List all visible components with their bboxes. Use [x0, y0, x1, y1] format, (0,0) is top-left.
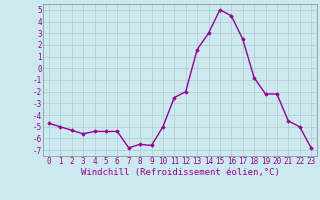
X-axis label: Windchill (Refroidissement éolien,°C): Windchill (Refroidissement éolien,°C): [81, 168, 279, 177]
